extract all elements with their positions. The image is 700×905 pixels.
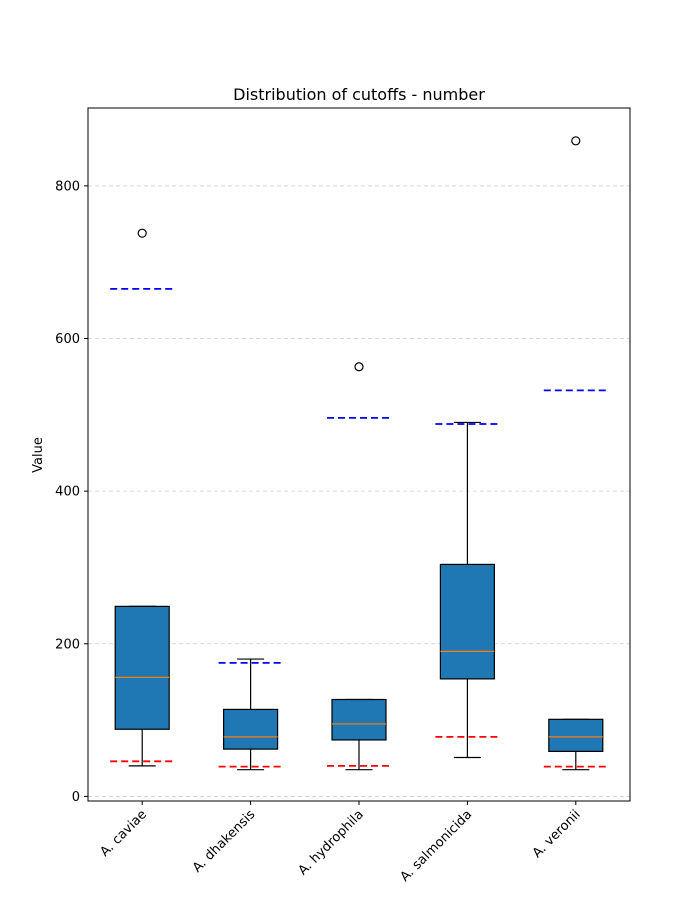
- y-axis: 0 200 400 600 800: [55, 179, 88, 805]
- iqr-box: [548, 718, 604, 752]
- outlier-point: [571, 136, 581, 146]
- x-tick-label: A. salmonicida: [398, 807, 476, 885]
- box-1: [110, 228, 175, 767]
- box-2: [218, 658, 283, 771]
- y-tick-label: 400: [55, 485, 80, 500]
- y-axis-label: Value: [31, 437, 46, 473]
- y-tick-label: 0: [72, 790, 80, 805]
- x-tick-label: A. veronii: [530, 807, 584, 861]
- y-tick-label: 200: [55, 637, 80, 652]
- iqr-box: [114, 605, 170, 730]
- chart-title: Distribution of cutoffs - number: [233, 85, 485, 104]
- outlier-point: [137, 228, 147, 238]
- box-3: [327, 362, 391, 771]
- iqr-box: [223, 708, 279, 750]
- outlier-point: [354, 362, 364, 372]
- x-axis: A. caviae A. dhakensis A. hydrophila A. sal…: [97, 801, 584, 885]
- iqr-box: [331, 698, 387, 741]
- grid-lines: [88, 185, 630, 797]
- box-4: [435, 421, 500, 759]
- x-tick-label: A. caviae: [97, 807, 150, 860]
- x-tick-label: A. hydrophila: [296, 807, 367, 878]
- x-tick-label: A. dhakensis: [190, 807, 259, 876]
- y-tick-label: 800: [55, 179, 80, 194]
- box-series: [110, 136, 608, 771]
- y-tick-label: 600: [55, 332, 80, 347]
- box-5: [543, 136, 608, 771]
- iqr-box: [439, 563, 495, 680]
